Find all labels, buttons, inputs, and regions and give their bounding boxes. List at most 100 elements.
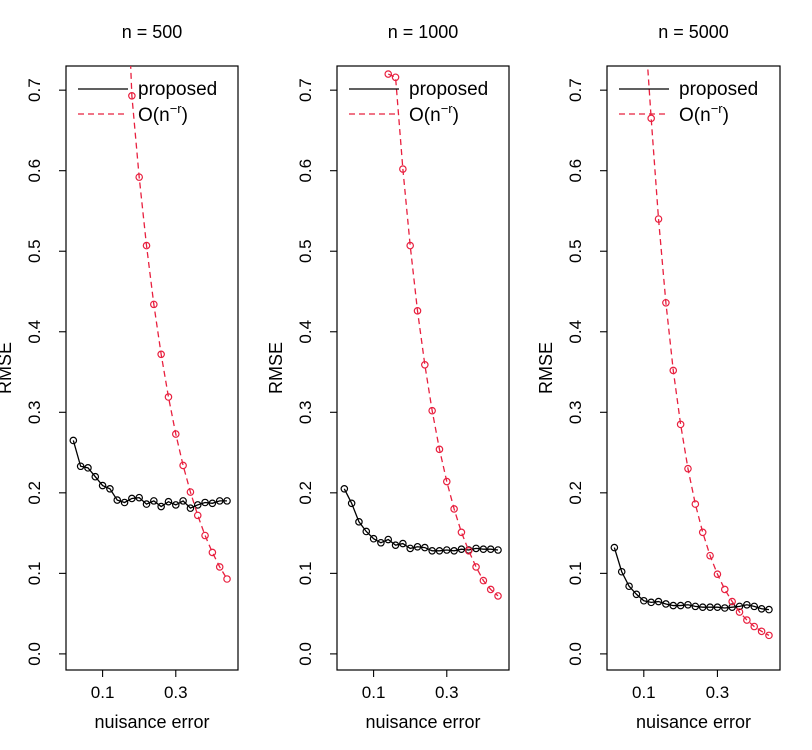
data-point <box>391 73 400 82</box>
chart-title: n = 5000 <box>658 22 729 42</box>
data-point <box>128 494 136 503</box>
data-point <box>142 500 151 508</box>
data-point <box>654 597 663 606</box>
data-point <box>743 616 751 624</box>
series-line <box>343 488 499 552</box>
x-tick-label: 0.1 <box>362 683 386 702</box>
data-point <box>98 481 107 490</box>
data-point <box>179 461 187 470</box>
data-point <box>450 547 458 555</box>
data-point <box>201 531 209 540</box>
data-point <box>472 544 480 553</box>
data-point <box>421 543 429 552</box>
y-tick-label: 0.1 <box>566 562 585 586</box>
y-tick-label: 0.2 <box>25 481 44 505</box>
y-tick-label: 0.4 <box>296 320 315 344</box>
y-axis-label: RMSE <box>0 342 15 394</box>
series-proposed <box>340 484 502 555</box>
data-point <box>413 542 422 551</box>
data-point <box>472 563 480 571</box>
data-point <box>494 592 502 600</box>
series-proposed <box>610 543 773 614</box>
data-point <box>406 544 414 553</box>
data-point <box>641 6 647 12</box>
data-point <box>406 241 414 250</box>
data-point <box>150 497 158 505</box>
data-point <box>706 603 714 611</box>
data-point <box>610 543 619 552</box>
y-tick-label: 0.5 <box>296 239 315 263</box>
data-point <box>479 576 488 585</box>
data-point <box>384 535 393 544</box>
y-tick-label: 0.6 <box>25 159 44 183</box>
data-point <box>662 298 670 307</box>
data-point <box>347 499 356 508</box>
data-point <box>691 602 700 611</box>
legend-label-proposed: proposed <box>409 79 488 100</box>
data-point <box>69 436 78 445</box>
data-point <box>684 464 692 473</box>
series-line <box>613 547 770 611</box>
data-point <box>355 518 363 526</box>
data-point <box>720 585 729 594</box>
data-point <box>369 534 378 543</box>
y-tick-label: 0.3 <box>25 400 44 424</box>
legend-label-proposed: proposed <box>138 79 217 100</box>
x-axis-label: nuisance error <box>94 712 209 732</box>
data-point <box>750 602 759 611</box>
data-point <box>208 499 217 508</box>
data-point <box>164 393 173 401</box>
data-point <box>208 548 217 557</box>
data-point <box>720 604 729 612</box>
data-point <box>135 173 143 181</box>
data-point <box>413 307 422 315</box>
data-point <box>442 477 451 486</box>
data-point <box>435 547 444 555</box>
data-point <box>171 501 180 509</box>
data-point <box>479 545 488 554</box>
series-line <box>130 66 228 580</box>
data-point <box>728 603 736 611</box>
data-point <box>442 546 451 554</box>
data-point <box>669 601 678 610</box>
data-point <box>106 484 114 493</box>
data-point <box>179 497 187 505</box>
legend-label-rate: O(n−r) <box>138 101 188 126</box>
data-point <box>713 570 722 578</box>
series-proposed <box>69 436 231 512</box>
data-point <box>120 498 129 507</box>
data-point <box>384 70 393 78</box>
chart-title: n = 500 <box>122 22 183 42</box>
series-line <box>387 73 499 597</box>
data-point <box>486 545 495 554</box>
legend-label-rate: O(n−r) <box>409 101 459 126</box>
y-tick-label: 0.7 <box>296 78 315 102</box>
data-point <box>647 598 655 607</box>
y-tick-label: 0.0 <box>25 642 44 666</box>
legend-label-rate: O(n−r) <box>679 101 729 126</box>
series-rate <box>641 6 773 640</box>
y-tick-label: 0.7 <box>25 78 44 102</box>
data-point <box>735 608 744 616</box>
data-point <box>428 406 436 415</box>
y-tick-label: 0.7 <box>566 78 585 102</box>
data-point <box>691 500 700 508</box>
data-point <box>647 114 655 123</box>
data-point <box>223 575 231 583</box>
y-tick-label: 0.3 <box>566 400 585 424</box>
data-point <box>399 165 407 173</box>
data-point <box>706 551 714 560</box>
data-point <box>201 498 209 507</box>
y-tick-label: 0.4 <box>25 320 44 344</box>
data-point <box>164 497 173 506</box>
y-tick-label: 0.0 <box>296 642 315 666</box>
y-tick-label: 0.4 <box>566 320 585 344</box>
plot-frame <box>336 65 510 671</box>
data-point <box>494 546 502 554</box>
data-point <box>713 603 722 611</box>
data-point <box>399 539 407 548</box>
data-point <box>223 497 231 505</box>
